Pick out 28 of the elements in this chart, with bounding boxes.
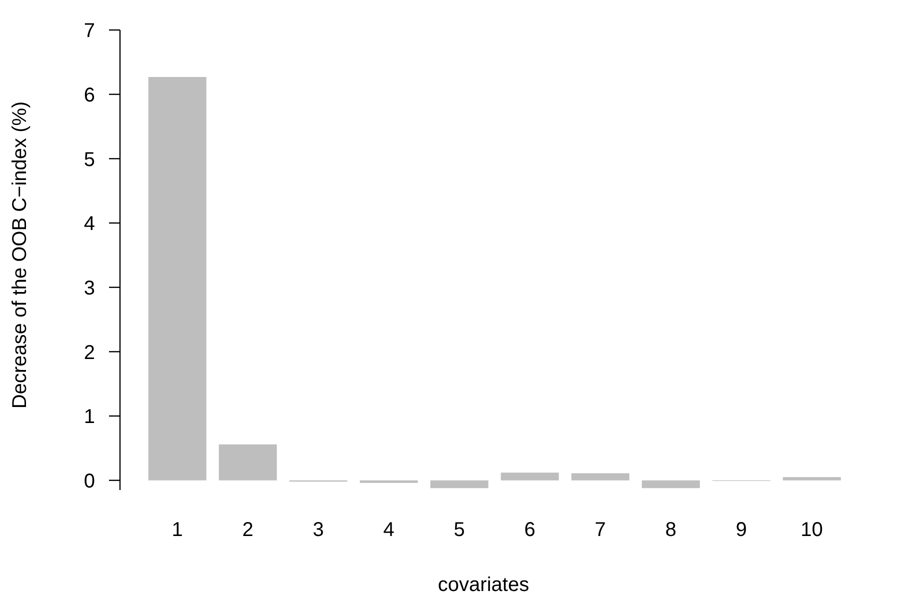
bar	[500, 472, 559, 480]
y-tick-label: 1	[84, 406, 95, 428]
y-tick-label: 3	[84, 277, 95, 300]
y-tick-label: 7	[84, 20, 95, 42]
x-tick-label: 1	[172, 519, 183, 542]
bar	[430, 480, 488, 488]
y-tick-label: 5	[84, 148, 95, 171]
x-tick-label: 7	[594, 519, 606, 542]
y-tick-label: 2	[84, 342, 95, 364]
x-tick-label: 5	[454, 519, 465, 542]
x-axis-title: covariates	[438, 574, 530, 596]
x-tick-label: 3	[312, 519, 324, 542]
bar	[360, 480, 418, 483]
y-tick-label: 6	[84, 84, 95, 106]
y-axis-title: Decrease of the OOB C−index (%)	[9, 101, 31, 409]
x-tick-label: 10	[800, 519, 823, 542]
x-tick-label: 4	[383, 519, 394, 542]
y-tick-label: 0	[84, 470, 95, 492]
x-tick-label: 8	[665, 519, 676, 542]
bar	[782, 477, 841, 480]
bar	[218, 444, 277, 480]
x-tick-label: 9	[736, 519, 747, 542]
bar	[571, 473, 630, 480]
bar	[148, 76, 206, 480]
bar	[642, 480, 700, 488]
y-tick-label: 4	[84, 213, 95, 236]
x-tick-label: 2	[242, 519, 254, 542]
x-tick-label: 6	[524, 519, 536, 542]
